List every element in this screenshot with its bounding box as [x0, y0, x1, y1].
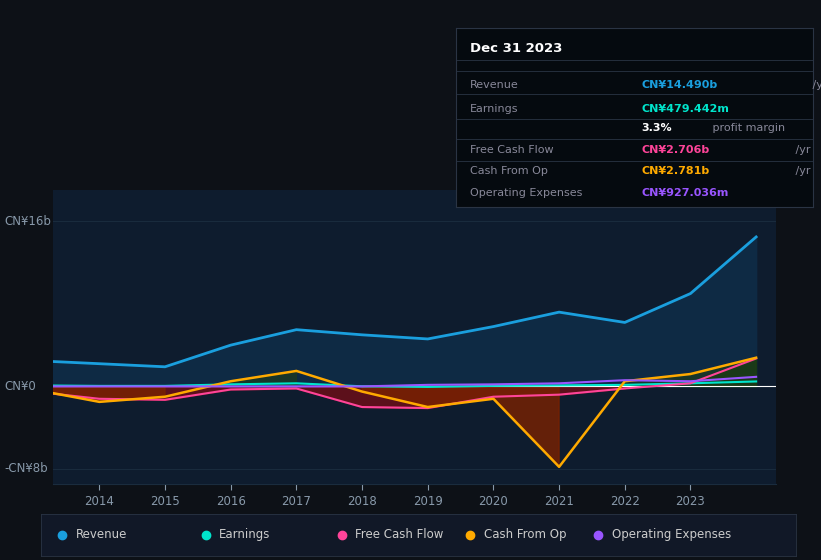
Text: Cash From Op: Cash From Op — [470, 166, 548, 176]
Text: CN¥2.781b: CN¥2.781b — [641, 166, 709, 176]
Text: CN¥16b: CN¥16b — [4, 215, 51, 228]
Text: Earnings: Earnings — [470, 104, 518, 114]
Text: CN¥14.490b: CN¥14.490b — [641, 80, 718, 90]
Text: Dec 31 2023: Dec 31 2023 — [470, 43, 562, 55]
Text: Revenue: Revenue — [76, 528, 127, 541]
Text: CN¥927.036m: CN¥927.036m — [641, 188, 729, 198]
Text: Free Cash Flow: Free Cash Flow — [470, 145, 553, 155]
Text: profit margin: profit margin — [709, 123, 785, 133]
Text: CN¥2.706b: CN¥2.706b — [641, 145, 709, 155]
Text: Cash From Op: Cash From Op — [484, 528, 566, 541]
Text: /yr: /yr — [792, 166, 811, 176]
Text: Earnings: Earnings — [219, 528, 271, 541]
Text: Operating Expenses: Operating Expenses — [470, 188, 582, 198]
Text: CN¥0: CN¥0 — [4, 380, 36, 393]
Text: Free Cash Flow: Free Cash Flow — [355, 528, 443, 541]
Text: CN¥479.442m: CN¥479.442m — [641, 104, 729, 114]
Text: -CN¥8b: -CN¥8b — [4, 463, 48, 475]
Text: Operating Expenses: Operating Expenses — [612, 528, 732, 541]
Text: Revenue: Revenue — [470, 80, 519, 90]
Text: /yr: /yr — [792, 145, 811, 155]
Text: 3.3%: 3.3% — [641, 123, 672, 133]
Text: /yr: /yr — [810, 80, 821, 90]
